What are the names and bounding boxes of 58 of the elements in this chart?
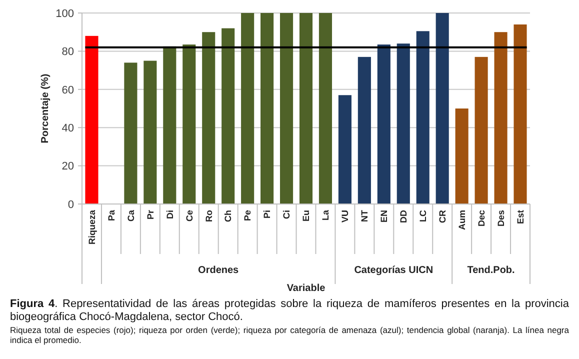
x-tick-label: Pa bbox=[106, 209, 116, 222]
x-tick-label: Pr bbox=[145, 210, 156, 220]
x-tick-label: Ch bbox=[223, 210, 234, 222]
bar bbox=[377, 44, 390, 204]
text: Tend.Pob. bbox=[467, 265, 516, 276]
bar bbox=[299, 13, 313, 204]
x-tick-label: Pi bbox=[262, 210, 272, 219]
x-tick-label: EN bbox=[379, 210, 390, 223]
bar bbox=[280, 13, 294, 204]
bar bbox=[318, 13, 332, 204]
bar bbox=[358, 56, 371, 204]
bar bbox=[338, 95, 352, 204]
y-tick-label: 60 bbox=[62, 84, 74, 96]
x-tick-label: Aum bbox=[456, 210, 467, 230]
bar bbox=[144, 60, 157, 204]
bar bbox=[396, 44, 410, 204]
x-tick-label: VU bbox=[340, 210, 350, 223]
y-axis-title: Porcentaje (%) bbox=[40, 74, 51, 144]
bar bbox=[416, 31, 430, 204]
x-tick-label: Eu bbox=[301, 210, 312, 222]
x-tick-label: Di bbox=[164, 210, 175, 219]
y-tick-label: 0 bbox=[68, 198, 74, 211]
x-tick-label: Est bbox=[515, 210, 526, 224]
x-tick-label: Des bbox=[496, 210, 506, 227]
x-tick-label: Ca bbox=[126, 209, 136, 222]
text: Riqueza total de especies (rojo); riqueza por orden (verde); riqueza por categoría de amenaza (azul); tendencia global (naranja). La línea negra indica el promedio. bbox=[10, 325, 569, 345]
x-tick-label: Dec bbox=[476, 210, 486, 227]
y-tick-label: 80 bbox=[62, 46, 74, 58]
bar bbox=[474, 56, 488, 204]
x-tick-label: DD bbox=[398, 210, 409, 223]
bar bbox=[514, 24, 527, 204]
x-tick-label: La bbox=[320, 209, 331, 221]
x-axis-title: Variable bbox=[286, 283, 326, 294]
bar bbox=[85, 36, 98, 204]
bar bbox=[182, 44, 196, 204]
y-tick-label: 100 bbox=[56, 8, 74, 20]
bar bbox=[241, 13, 254, 204]
x-tick-label: Ce bbox=[184, 210, 194, 222]
x-tick-label: Riqueza bbox=[86, 209, 97, 245]
x-tick-label: CR bbox=[438, 210, 448, 223]
text: Categorías UICN bbox=[354, 265, 434, 276]
bar bbox=[455, 108, 468, 204]
bar bbox=[202, 32, 216, 204]
x-tick-label: Ro bbox=[204, 210, 214, 222]
bar bbox=[260, 13, 274, 204]
bar bbox=[163, 46, 176, 204]
x-tick-label: Pe bbox=[242, 210, 253, 222]
bar bbox=[124, 62, 138, 204]
bar bbox=[222, 28, 235, 204]
y-tick-label: 20 bbox=[62, 160, 74, 173]
x-tick-label: Ci bbox=[282, 210, 292, 219]
x-tick-label: NT bbox=[360, 210, 370, 222]
text: Figura 4. Representatividad de las áreas protegidas sobre la riqueza de mamíferos presentes en la provincia biogeográfica Chocó-Magdalena, sector Chocó. bbox=[10, 298, 569, 324]
x-tick-label: LC bbox=[418, 210, 428, 222]
text: Ordenes bbox=[198, 265, 240, 276]
bar bbox=[436, 13, 449, 204]
bar bbox=[494, 32, 508, 204]
y-tick-label: 40 bbox=[62, 122, 74, 134]
